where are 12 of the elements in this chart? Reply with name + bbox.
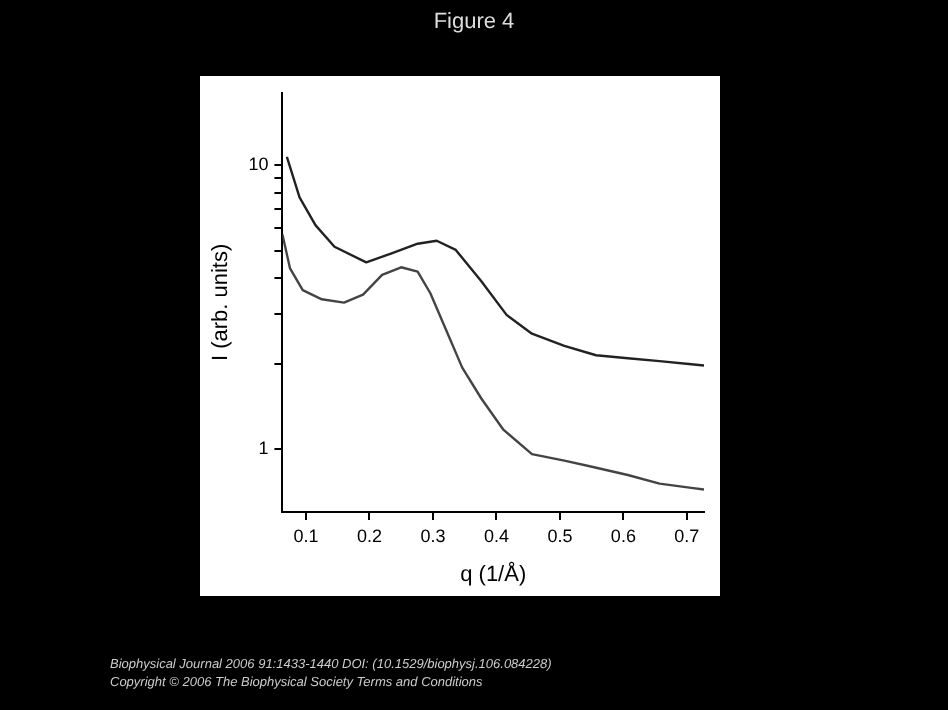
y-tick-label: 10 — [248, 154, 269, 175]
x-tick-label: 0.4 — [483, 525, 509, 546]
x-tick-label: 0.3 — [420, 525, 446, 546]
y-tick-label: 1 — [258, 438, 269, 459]
x-tick-label: 0.1 — [293, 525, 319, 546]
chart-title: Figure 4 — [431, 10, 517, 34]
x-tick-label: 0.7 — [674, 525, 700, 546]
x-tick-label: 0.6 — [610, 525, 636, 546]
x-axis-title: q (1/Å) — [460, 560, 527, 587]
x-tick-label: 0.5 — [547, 525, 573, 546]
y-axis-title: I (arb. units) — [209, 243, 234, 362]
x-tick-label: 0.2 — [356, 525, 382, 546]
